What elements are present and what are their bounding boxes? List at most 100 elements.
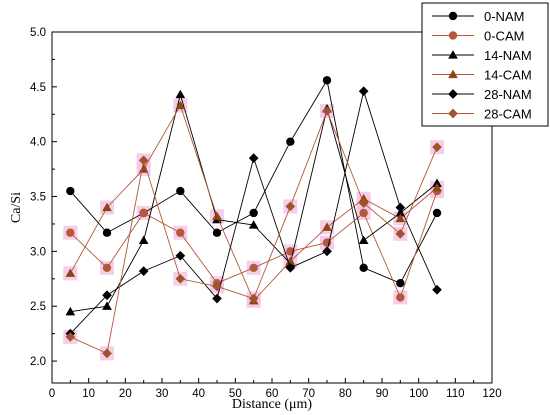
series-14-nam	[65, 89, 442, 316]
data-point	[432, 142, 442, 153]
x-axis-title: Distance (μm)	[232, 397, 313, 412]
x-tick-label: 110	[446, 388, 464, 400]
data-point	[102, 263, 112, 273]
data-point	[432, 178, 442, 187]
legend-marker	[448, 11, 458, 21]
data-point	[432, 208, 442, 218]
legend-marker	[448, 89, 458, 99]
legend-label: 14-NAM	[484, 48, 532, 63]
data-point	[102, 348, 112, 359]
legend-label: 0-CAM	[484, 29, 524, 44]
series-line	[69, 79, 438, 284]
data-point	[138, 235, 149, 245]
legend: 0-NAM 0-CAM 14-NAM 14-CAM 28-NAM 28-CAM	[421, 2, 549, 127]
data-point	[65, 268, 76, 277]
data-point	[395, 202, 406, 213]
y-tick-label: 2.5	[30, 301, 46, 313]
x-tick-label: 70	[302, 388, 315, 400]
series-line	[70, 109, 438, 355]
legend-marker	[448, 50, 458, 59]
data-point	[359, 208, 368, 218]
legend-item: 14-CAM	[432, 68, 532, 83]
data-point	[358, 198, 369, 208]
y-axis: 2.0 2.5 3.0 3.5 4.0 4.5 5.0	[30, 27, 57, 368]
data-point	[432, 182, 442, 192]
data-point	[139, 208, 148, 218]
series-0-nam	[66, 76, 442, 288]
x-axis: 0 10 20 30 40 50 60 70 80 90 100 110 120	[49, 378, 502, 400]
data-point	[175, 273, 186, 284]
legend-label: 14-CAM	[484, 68, 532, 83]
data-point	[395, 208, 406, 217]
x-tick-label: 30	[156, 388, 169, 400]
data-point	[176, 186, 185, 196]
data-point	[358, 235, 369, 245]
data-point	[358, 193, 369, 203]
y-tick-label: 2.0	[30, 356, 46, 368]
y-tick-label: 4.5	[30, 82, 46, 94]
data-point	[175, 100, 186, 110]
x-tick-label: 50	[229, 388, 242, 400]
legend-label: 0-NAM	[484, 9, 524, 24]
data-point	[212, 281, 222, 292]
data-point	[102, 290, 112, 301]
x-tick-label: 120	[482, 388, 501, 400]
x-tick-label: 80	[339, 388, 352, 400]
data-point	[358, 86, 369, 97]
data-point	[249, 208, 258, 218]
data-point	[65, 306, 76, 316]
data-point	[65, 332, 76, 342]
y-axis-title: Ca/Si	[9, 192, 24, 223]
data-point	[248, 293, 259, 304]
data-point	[395, 228, 406, 239]
data-point	[322, 246, 332, 257]
x-tick-label: 0	[49, 388, 55, 400]
data-point	[322, 106, 332, 116]
legend-item: 0-NAM	[432, 9, 524, 24]
data-point	[396, 278, 405, 288]
series-line	[70, 190, 438, 299]
y-tick-label: 5.0	[30, 27, 46, 39]
data-point	[102, 228, 112, 237]
data-point	[322, 76, 332, 85]
x-tick-label: 20	[119, 388, 132, 400]
data-point	[432, 284, 442, 295]
data-point	[285, 262, 296, 273]
legend-item: 0-CAM	[432, 29, 524, 44]
data-point	[396, 293, 405, 302]
x-tick-label: 10	[82, 388, 95, 400]
series-line	[70, 92, 438, 313]
legend-item: 28-NAM	[432, 87, 532, 102]
data-point	[395, 213, 406, 223]
data-point	[138, 155, 149, 166]
legend-marker	[448, 69, 458, 79]
data-point	[176, 228, 185, 237]
x-tick-label: 60	[266, 388, 279, 400]
series-0-cam	[66, 186, 442, 302]
data-point	[285, 201, 296, 212]
data-point	[248, 153, 259, 163]
x-tick-label: 100	[409, 388, 428, 400]
x-tick-label: 90	[376, 388, 389, 400]
marker-highlights	[63, 98, 444, 361]
legend-box	[421, 2, 549, 127]
y-tick-label: 3.0	[30, 246, 46, 258]
data-point	[249, 263, 258, 273]
data-point	[66, 228, 75, 237]
data-point	[212, 211, 222, 220]
legend-marker	[448, 31, 458, 40]
data-point	[175, 250, 186, 261]
legend-marker	[448, 108, 458, 119]
data-point	[286, 137, 295, 146]
data-point	[138, 164, 149, 173]
y-tick-label: 4.0	[30, 137, 46, 149]
data-point	[359, 263, 368, 273]
legend-item: 14-NAM	[432, 48, 532, 63]
series-layer	[65, 76, 442, 359]
y-tick-label: 3.5	[30, 192, 46, 204]
data-point	[322, 222, 332, 231]
data-point	[175, 89, 186, 99]
data-point	[285, 256, 296, 265]
legend-item: 28-CAM	[432, 107, 532, 122]
